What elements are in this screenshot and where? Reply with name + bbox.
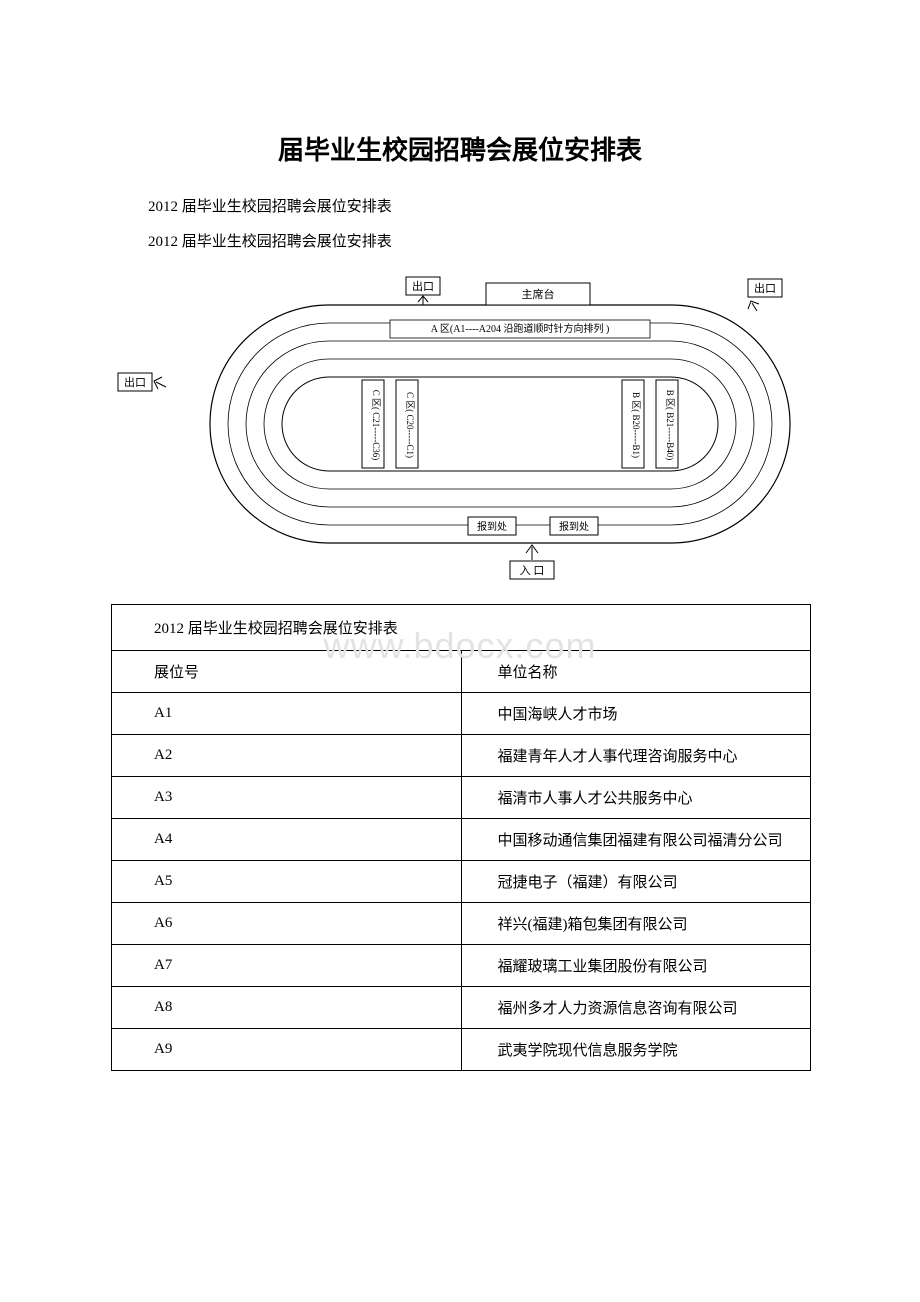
name-cell: 福州多才人力资源信息咨询有限公司 [461, 987, 811, 1029]
booth-cell: A9 [112, 1029, 462, 1071]
table-header-booth: 展位号 [112, 651, 462, 693]
table-row: A1 中国海峡人才市场 [112, 693, 811, 735]
zone-c2-label: C 区( C21-----C36) [371, 390, 381, 461]
booth-cell: A4 [112, 819, 462, 861]
table-row: A6 祥兴(福建)箱包集团有限公司 [112, 903, 811, 945]
table-body: 2012 届毕业生校园招聘会展位安排表 展位号 单位名称 A1 中国海峡人才市场… [112, 605, 811, 1071]
table-header-row: 展位号 单位名称 [112, 651, 811, 693]
name-cell: 祥兴(福建)箱包集团有限公司 [461, 903, 811, 945]
zone-b2-label: B 区( B21-----B40) [665, 390, 675, 461]
booth-cell: A6 [112, 903, 462, 945]
booth-table: 2012 届毕业生校园招聘会展位安排表 展位号 单位名称 A1 中国海峡人才市场… [111, 604, 811, 1071]
exit-label-top-right: 出口 [754, 281, 776, 295]
name-cell: 冠捷电子（福建）有限公司 [461, 861, 811, 903]
entrance-label: 入 口 [520, 565, 545, 577]
exit-label-left: 出口 [124, 375, 146, 389]
register-label-1: 报到处 [477, 520, 507, 533]
booth-cell: A5 [112, 861, 462, 903]
table-row: A4 中国移动通信集团福建有限公司福清分公司 [112, 819, 811, 861]
table-row: A7 福耀玻璃工业集团股份有限公司 [112, 945, 811, 987]
page-title: 届毕业生校园招聘会展位安排表 [110, 130, 810, 167]
subtitle-1: 2012 届毕业生校园招聘会展位安排表 [148, 195, 810, 216]
booth-cell: A3 [112, 777, 462, 819]
stadium-diagram: 出口 出口 出口 主席台 A 区(A1----A204 沿跑道顺时针方向排列 )… [110, 265, 810, 590]
booth-cell: A1 [112, 693, 462, 735]
table-row: A2 福建青年人才人事代理咨询服务中心 [112, 735, 811, 777]
zone-c1-label: C 区( C20-----C1) [405, 392, 415, 458]
stadium-diagram-container: 出口 出口 出口 主席台 A 区(A1----A204 沿跑道顺时针方向排列 )… [110, 265, 810, 590]
table-row: A5 冠捷电子（福建）有限公司 [112, 861, 811, 903]
zone-b1-label: B 区( B20-----B1) [631, 392, 641, 458]
table-header-name: 单位名称 [461, 651, 811, 693]
name-cell: 中国移动通信集团福建有限公司福清分公司 [461, 819, 811, 861]
name-cell: 福耀玻璃工业集团股份有限公司 [461, 945, 811, 987]
zone-a-label: A 区(A1----A204 沿跑道顺时针方向排列 ) [431, 322, 610, 335]
table-row: A8 福州多才人力资源信息咨询有限公司 [112, 987, 811, 1029]
name-cell: 武夷学院现代信息服务学院 [461, 1029, 811, 1071]
table-row: A9 武夷学院现代信息服务学院 [112, 1029, 811, 1071]
subtitle-2: 2012 届毕业生校园招聘会展位安排表 [148, 230, 810, 251]
table-title: 2012 届毕业生校园招聘会展位安排表 [112, 605, 811, 651]
name-cell: 福建青年人才人事代理咨询服务中心 [461, 735, 811, 777]
name-cell: 中国海峡人才市场 [461, 693, 811, 735]
exit-label-top-left: 出口 [412, 279, 434, 293]
register-label-2: 报到处 [559, 520, 589, 533]
name-cell: 福清市人事人才公共服务中心 [461, 777, 811, 819]
table-title-row: 2012 届毕业生校园招聘会展位安排表 [112, 605, 811, 651]
table-row: A3 福清市人事人才公共服务中心 [112, 777, 811, 819]
booth-cell: A8 [112, 987, 462, 1029]
podium-label: 主席台 [522, 287, 555, 301]
booth-cell: A7 [112, 945, 462, 987]
booth-cell: A2 [112, 735, 462, 777]
